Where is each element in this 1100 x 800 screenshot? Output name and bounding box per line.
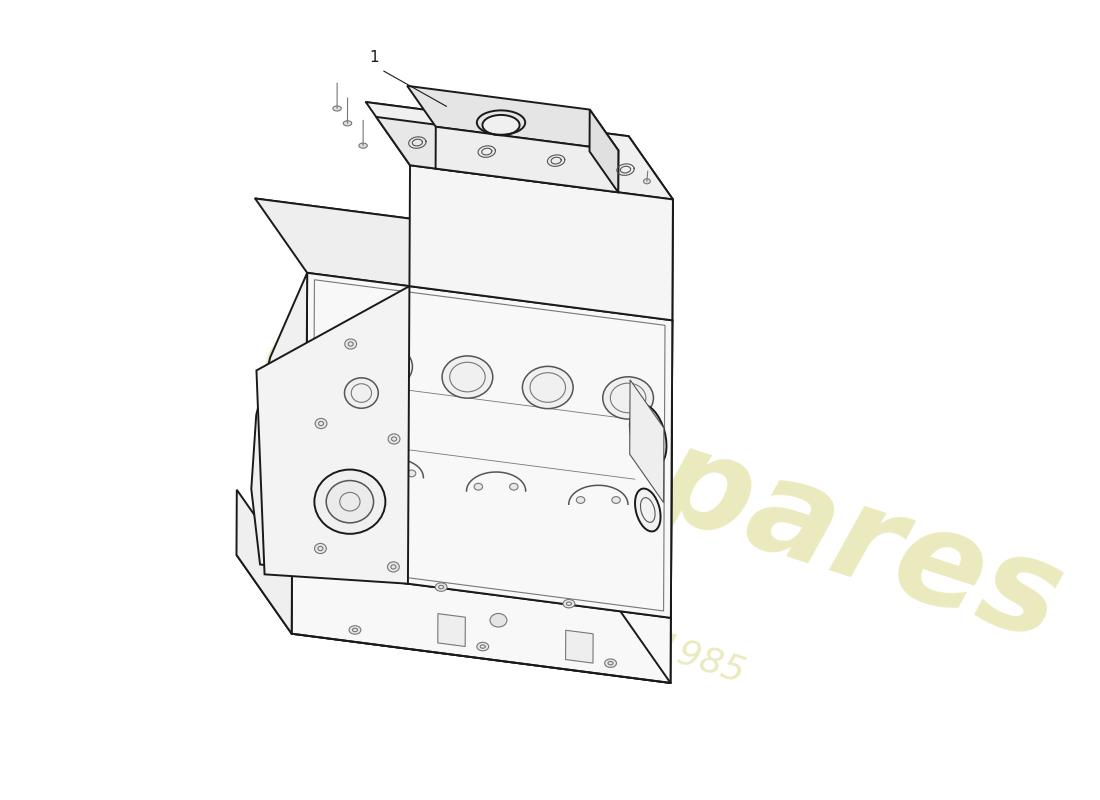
- Polygon shape: [565, 630, 593, 663]
- Ellipse shape: [476, 642, 488, 650]
- Polygon shape: [438, 614, 465, 646]
- Ellipse shape: [372, 470, 381, 477]
- Polygon shape: [376, 117, 593, 189]
- Ellipse shape: [315, 543, 327, 554]
- Polygon shape: [292, 569, 671, 683]
- Ellipse shape: [576, 497, 585, 503]
- Ellipse shape: [327, 481, 374, 523]
- Ellipse shape: [333, 106, 341, 111]
- Ellipse shape: [563, 599, 575, 608]
- Polygon shape: [629, 380, 664, 502]
- Ellipse shape: [315, 418, 327, 429]
- Ellipse shape: [635, 489, 661, 531]
- Ellipse shape: [644, 178, 650, 184]
- Polygon shape: [366, 102, 673, 199]
- Ellipse shape: [605, 659, 616, 667]
- Polygon shape: [251, 273, 307, 570]
- Ellipse shape: [387, 562, 399, 572]
- Polygon shape: [618, 543, 671, 683]
- Ellipse shape: [349, 626, 361, 634]
- Ellipse shape: [344, 339, 356, 349]
- Ellipse shape: [362, 346, 412, 388]
- Polygon shape: [306, 273, 672, 618]
- Ellipse shape: [442, 356, 493, 398]
- Polygon shape: [619, 246, 672, 618]
- Polygon shape: [407, 86, 618, 150]
- Ellipse shape: [522, 366, 573, 409]
- Polygon shape: [256, 286, 409, 584]
- Ellipse shape: [630, 404, 667, 467]
- Ellipse shape: [474, 483, 483, 490]
- Ellipse shape: [612, 497, 620, 503]
- Ellipse shape: [344, 378, 378, 408]
- Text: 1: 1: [370, 50, 379, 66]
- Text: eurospares: eurospares: [244, 289, 1077, 668]
- Text: a proud partner since 1985: a proud partner since 1985: [268, 504, 748, 689]
- Ellipse shape: [343, 121, 352, 126]
- Ellipse shape: [315, 470, 385, 534]
- Polygon shape: [409, 166, 673, 320]
- Polygon shape: [236, 490, 292, 634]
- Ellipse shape: [509, 483, 518, 490]
- Ellipse shape: [388, 434, 400, 444]
- Ellipse shape: [407, 470, 416, 477]
- Polygon shape: [436, 126, 618, 192]
- Polygon shape: [628, 136, 673, 320]
- Ellipse shape: [490, 614, 507, 627]
- Ellipse shape: [359, 143, 367, 148]
- Ellipse shape: [436, 583, 447, 591]
- Polygon shape: [255, 198, 672, 320]
- Ellipse shape: [603, 377, 653, 419]
- Polygon shape: [590, 110, 618, 192]
- Ellipse shape: [483, 115, 519, 135]
- Ellipse shape: [307, 566, 319, 574]
- Polygon shape: [236, 555, 671, 683]
